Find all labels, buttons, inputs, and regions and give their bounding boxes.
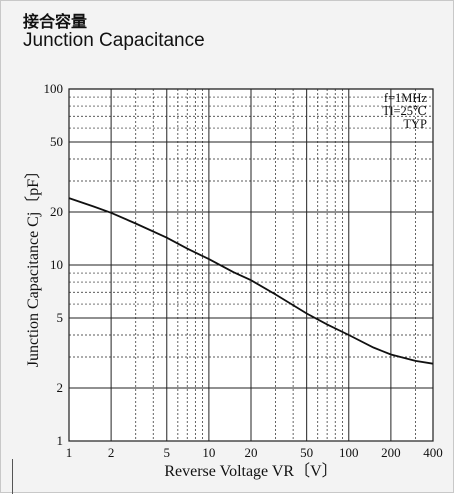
x-tick-label: 2 bbox=[108, 445, 115, 460]
x-tick-labels: 1 2 5 10 20 50 100 200 400 bbox=[66, 445, 443, 460]
y-tick-labels: 1 2 5 10 20 50 100 bbox=[44, 81, 64, 448]
annotation-text: f=1MHz bbox=[384, 91, 428, 105]
series-group bbox=[68, 197, 434, 365]
y-axis-label: Junction Capacitance Cj〔pF〕 bbox=[24, 163, 42, 367]
y-tick-label: 10 bbox=[50, 257, 63, 272]
y-tick-label: 1 bbox=[57, 433, 64, 448]
x-tick-label: 100 bbox=[339, 445, 359, 460]
x-axis-label: Reverse Voltage VR〔V〕 bbox=[164, 462, 337, 480]
y-tick-label: 50 bbox=[50, 134, 63, 149]
y-tick-label: 20 bbox=[50, 204, 63, 219]
x-tick-label: 400 bbox=[423, 445, 443, 460]
x-tick-label: 10 bbox=[202, 445, 215, 460]
annotation-text: Tl=25℃ bbox=[382, 104, 427, 118]
series-line-0 bbox=[68, 197, 434, 365]
divider-line bbox=[12, 459, 13, 494]
y-tick-label: 2 bbox=[57, 380, 64, 395]
x-tick-label: 20 bbox=[245, 445, 258, 460]
chart-title-en: Junction Capacitance bbox=[23, 30, 205, 51]
y-tick-label: 5 bbox=[57, 310, 64, 325]
x-tick-label: 200 bbox=[381, 445, 401, 460]
annotation-text: TYP bbox=[403, 117, 427, 131]
x-tick-label: 5 bbox=[164, 445, 171, 460]
chart-title-cn: 接合容量 bbox=[23, 12, 88, 31]
x-tick-label: 50 bbox=[300, 445, 313, 460]
x-tick-label: 1 bbox=[66, 445, 73, 460]
y-tick-label: 100 bbox=[44, 81, 64, 96]
major-grid bbox=[68, 89, 434, 442]
